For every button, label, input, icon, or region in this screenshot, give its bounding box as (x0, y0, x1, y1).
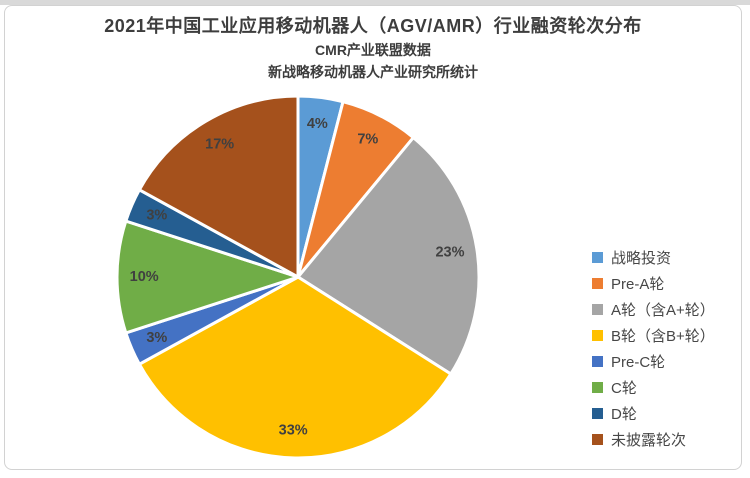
legend-item-a: A轮（含A+轮） (592, 296, 715, 322)
legend-item-strategic: 战略投资 (592, 244, 715, 270)
legend-item-undisclosed: 未披露轮次 (592, 426, 715, 452)
page-top-divider (0, 0, 750, 5)
legend-label: 未披露轮次 (611, 431, 687, 449)
legend-item-pre-a: Pre-A轮 (592, 270, 715, 296)
legend-item-d: D轮 (592, 400, 715, 426)
legend-swatch (592, 303, 603, 315)
legend-label: Pre-A轮 (611, 275, 665, 293)
legend-item-c: C轮 (592, 374, 715, 400)
legend-swatch (592, 433, 603, 445)
legend-swatch (592, 355, 603, 367)
chart-title: 2021年中国工业应用移动机器人（AGV/AMR）行业融资轮次分布 (104, 16, 642, 36)
legend-label: Pre-C轮 (611, 353, 666, 371)
legend-swatch (592, 251, 603, 263)
legend-swatch (592, 329, 603, 341)
chart-header: 2021年中国工业应用移动机器人（AGV/AMR）行业融资轮次分布 CMR产业联… (5, 12, 741, 82)
legend-item-b: B轮（含B+轮） (592, 322, 715, 348)
legend-label: 战略投资 (611, 249, 672, 267)
legend: 战略投资 Pre-A轮 A轮（含A+轮） B轮（含B+轮） Pre-C轮 C轮 … (592, 244, 715, 452)
legend-swatch (592, 277, 603, 289)
legend-label: B轮（含B+轮） (611, 327, 715, 345)
legend-label: D轮 (611, 405, 637, 423)
legend-label: A轮（含A+轮） (611, 301, 715, 319)
chart-subtitle-source: CMR产业联盟数据 (315, 42, 431, 58)
legend-swatch (592, 407, 603, 419)
legend-label: C轮 (611, 379, 637, 397)
legend-item-pre-c: Pre-C轮 (592, 348, 715, 374)
chart-subtitle-statistic: 新战略移动机器人产业研究所统计 (268, 64, 478, 80)
legend-swatch (592, 381, 603, 393)
